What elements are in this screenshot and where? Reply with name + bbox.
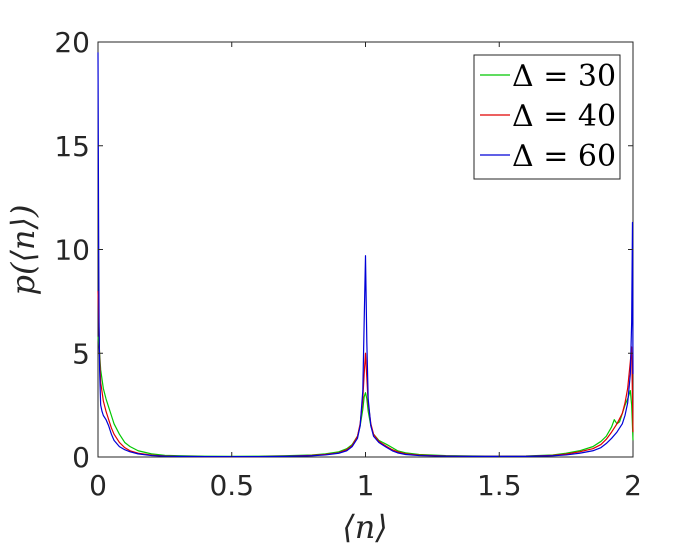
legend-label-1: Δ = 30: [512, 59, 616, 94]
legend: Δ = 30 Δ = 40 Δ = 60: [473, 54, 621, 180]
series-layer: [97, 52, 634, 458]
legend-entries: Δ = 30 Δ = 40 Δ = 60: [480, 59, 616, 174]
y-tick-label: 15: [54, 130, 90, 163]
legend-box: [473, 54, 621, 180]
x-tick-label: 0.5: [209, 469, 254, 502]
y-tick-label: 5: [72, 337, 90, 370]
y-tick-label: 0: [72, 441, 90, 474]
x-tick-label: 1: [357, 469, 375, 502]
x-tick-label: 1.5: [477, 469, 522, 502]
y-axis-label: p(⟨n⟩): [4, 204, 42, 295]
x-tick-label: 2: [624, 469, 642, 502]
y-axis: 0 5 10 15 20: [54, 26, 633, 474]
y-tick-label: 10: [54, 234, 90, 267]
series-line-3: [97, 52, 634, 458]
x-tick-label: 0: [89, 469, 107, 502]
series-line-2: [97, 290, 634, 458]
legend-label-2: Δ = 40: [512, 99, 616, 134]
legend-label-3: Δ = 60: [512, 139, 616, 174]
x-axis-label: ⟨n⟩: [342, 508, 388, 546]
x-axis: 0 0.5 1 1.5 2: [89, 42, 642, 502]
series-line-1: [97, 336, 634, 457]
y-tick-label: 20: [54, 26, 90, 59]
